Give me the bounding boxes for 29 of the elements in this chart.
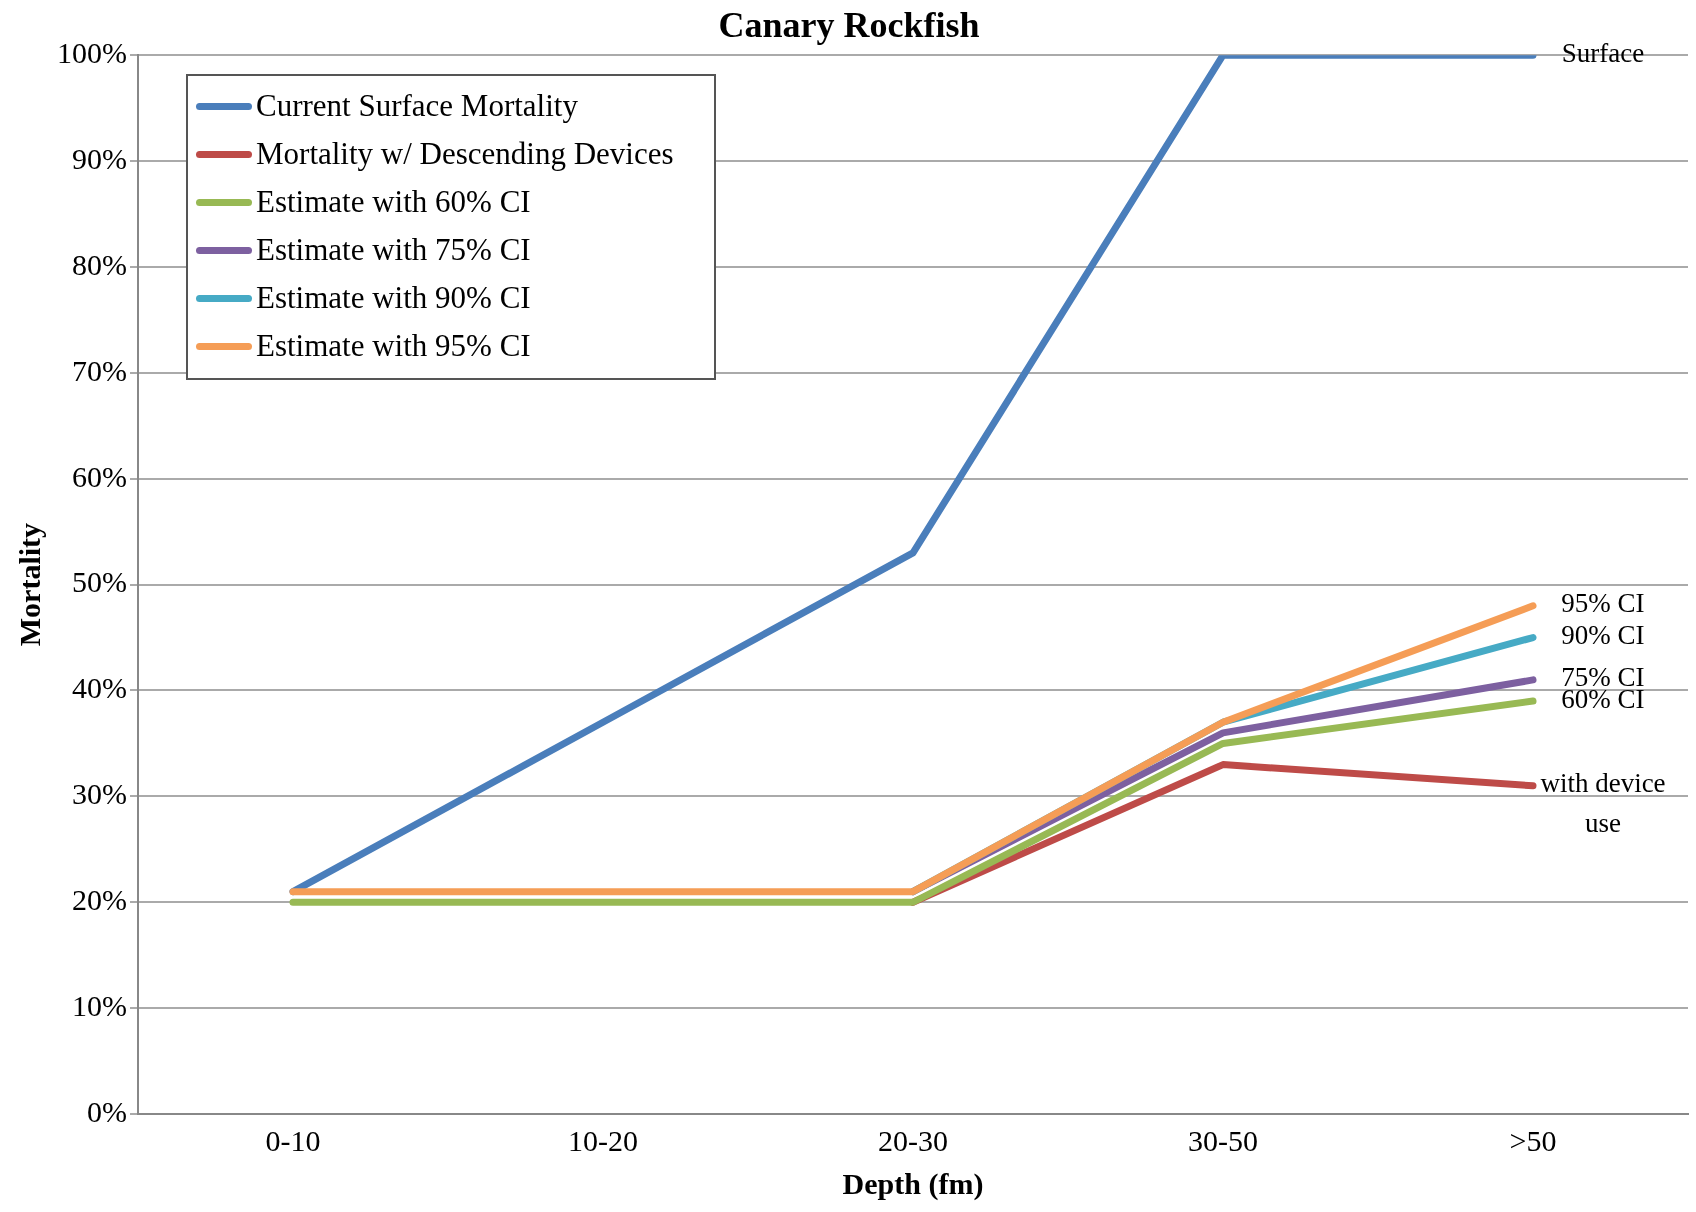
legend-label: Mortality w/ Descending Devices [256, 136, 674, 172]
annotation: 90% CI [1561, 620, 1645, 651]
y-tick-label: 90% [71, 141, 127, 175]
legend-label: Estimate with 90% CI [256, 280, 531, 316]
legend-label: Estimate with 95% CI [256, 328, 531, 364]
legend-label: Estimate with 75% CI [256, 232, 531, 268]
y-tick-label: 30% [71, 777, 127, 811]
y-tick-label: 50% [71, 565, 127, 599]
x-axis-title: Depth (fm) [842, 1166, 984, 1201]
y-tick-label: 0% [86, 1094, 127, 1128]
annotation: with device use [1540, 768, 1666, 839]
y-tick-label: 80% [71, 247, 127, 281]
legend-label: Current Surface Mortality [256, 88, 578, 124]
x-tick-label: 30-50 [1188, 1123, 1258, 1157]
annotation: 95% CI [1561, 588, 1645, 619]
y-tick-label: 70% [71, 353, 127, 387]
x-tick-label: 10-20 [567, 1123, 638, 1157]
x-tick-label: 20-30 [878, 1123, 948, 1157]
x-tick-label: 0-10 [265, 1123, 321, 1157]
y-axis-title: Mortality [12, 522, 46, 647]
y-tick-label: 100% [56, 36, 127, 70]
y-tick-label: 10% [71, 988, 127, 1022]
y-tick-label: 40% [71, 671, 127, 705]
y-tick-label: 60% [71, 459, 127, 493]
legend-label: Estimate with 60% CI [256, 184, 531, 220]
chart-title: Canary Rockfish [718, 4, 980, 45]
y-tick-label: 20% [71, 883, 127, 917]
annotation: Surface [1561, 37, 1645, 68]
x-tick-label: >50 [1509, 1123, 1557, 1157]
